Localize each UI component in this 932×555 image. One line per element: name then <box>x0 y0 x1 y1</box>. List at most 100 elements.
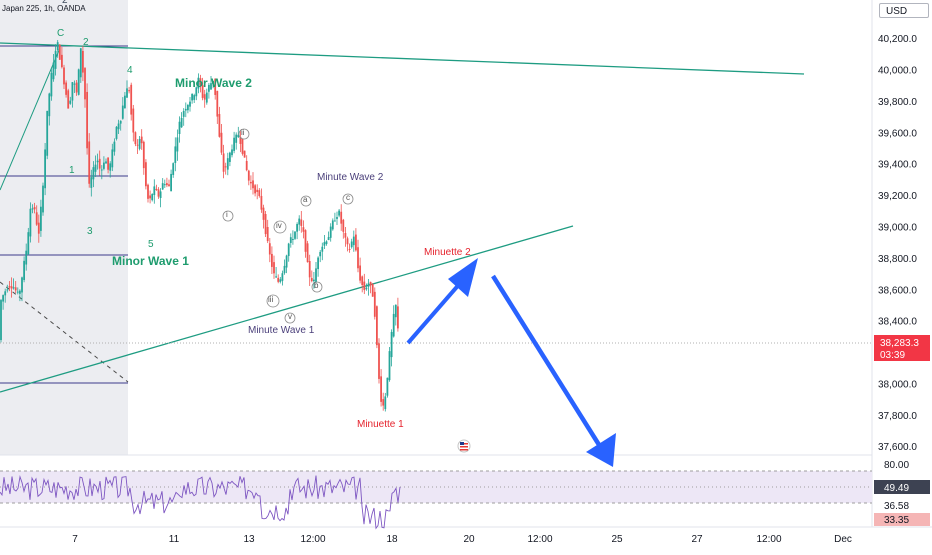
candle-body <box>344 232 347 238</box>
candle-body <box>292 238 294 240</box>
candle-body <box>193 95 196 100</box>
minuette-1-label: Minuette 1 <box>357 419 404 430</box>
candle-body <box>58 44 61 60</box>
candle-body <box>319 251 322 257</box>
candle-body <box>159 191 162 198</box>
dashed-projection-line <box>0 281 129 383</box>
candle-body <box>138 138 141 149</box>
candle-body <box>23 260 25 280</box>
candle-body <box>313 279 315 282</box>
candle-body <box>65 82 67 95</box>
candle-body <box>54 50 57 69</box>
candle-body <box>357 247 359 269</box>
candle-body <box>323 242 326 246</box>
candle-body <box>239 136 242 144</box>
candle-body <box>73 83 76 85</box>
candle-body <box>281 273 284 281</box>
minor-wave-1-label: Minor Wave 1 <box>112 254 189 268</box>
candle-body <box>287 243 290 257</box>
candle-body <box>264 214 267 235</box>
price-tick-label: 37,800.0 <box>878 411 917 422</box>
candle-body <box>103 162 105 169</box>
candle-body <box>88 141 91 184</box>
candle-body <box>277 277 280 282</box>
candle-body <box>208 84 210 92</box>
candle-body <box>392 313 395 337</box>
candle-body <box>329 226 332 238</box>
candle-body <box>75 82 78 93</box>
candle-body <box>369 281 372 286</box>
rsi-line <box>0 475 401 530</box>
price-tick-label: 39,000.0 <box>878 223 917 234</box>
candle-body <box>113 141 116 152</box>
time-tick-label: 12:00 <box>300 534 325 545</box>
time-tick-label: 25 <box>611 534 623 545</box>
candle-body <box>42 185 44 213</box>
last-price-label: 38,283.3 <box>880 338 919 349</box>
candle-body <box>172 163 175 175</box>
candle-body <box>189 101 191 107</box>
candle-body <box>308 261 311 278</box>
candle-body <box>182 110 185 117</box>
price-tick-label: 38,800.0 <box>878 254 917 265</box>
candle-body <box>296 224 298 232</box>
candle-body <box>130 84 133 115</box>
up-arrow <box>406 258 478 345</box>
candle-body <box>33 207 36 210</box>
candle-body <box>300 219 303 226</box>
candle-body <box>203 94 206 100</box>
wave-label-4: 4 <box>127 65 133 76</box>
minute-wave-2-label: Minute Wave 2 <box>317 172 384 183</box>
candle-body <box>306 243 309 263</box>
candle-body <box>25 250 28 265</box>
candle-body <box>289 237 292 243</box>
candle-body <box>220 132 223 153</box>
candle-body <box>184 108 187 111</box>
candle-body <box>302 227 305 232</box>
candle-body <box>348 248 351 250</box>
us-flag-icon[interactable] <box>457 439 471 453</box>
candle-body <box>6 289 9 291</box>
candle-body <box>205 92 208 103</box>
candle-body <box>98 158 101 169</box>
candle-body <box>132 108 135 133</box>
candle-body <box>71 82 74 101</box>
wave-label-1: 1 <box>69 165 75 176</box>
candle-body <box>229 152 231 162</box>
candle-body <box>195 87 198 97</box>
candle-body <box>384 396 387 410</box>
candle-body <box>241 138 244 154</box>
candle-body <box>147 184 149 199</box>
candle-body <box>233 137 235 151</box>
candle-body <box>187 104 189 111</box>
candle-body <box>21 277 23 293</box>
candle-body <box>166 183 168 186</box>
rsi-series <box>0 475 401 530</box>
time-tick-label: 18 <box>386 534 398 545</box>
price-tick-label: 40,200.0 <box>878 34 917 45</box>
candle-body <box>294 231 296 239</box>
candle-body <box>126 88 128 98</box>
candle-body <box>29 208 32 237</box>
price-tick-label: 39,400.0 <box>878 160 917 171</box>
candle-body <box>10 286 13 289</box>
currency-selector[interactable]: USD <box>879 3 929 18</box>
candle-body <box>355 234 357 251</box>
candle-body <box>315 268 317 283</box>
candle-body <box>254 185 256 194</box>
candle-body <box>275 276 277 278</box>
roman-ii-label: ii <box>241 128 245 137</box>
candle-body <box>157 189 160 197</box>
candle-body <box>142 141 145 169</box>
candle-body <box>222 153 225 172</box>
candle-body <box>27 232 30 255</box>
candle-body <box>109 163 112 171</box>
minute-wave-1-label: Minute Wave 1 <box>248 325 315 336</box>
candle-body <box>124 95 126 109</box>
candle-body <box>69 100 72 104</box>
candle-body <box>40 206 42 231</box>
candle-body <box>260 195 263 210</box>
price-tick-label: 38,600.0 <box>878 285 917 296</box>
roman-circles <box>222 128 354 324</box>
